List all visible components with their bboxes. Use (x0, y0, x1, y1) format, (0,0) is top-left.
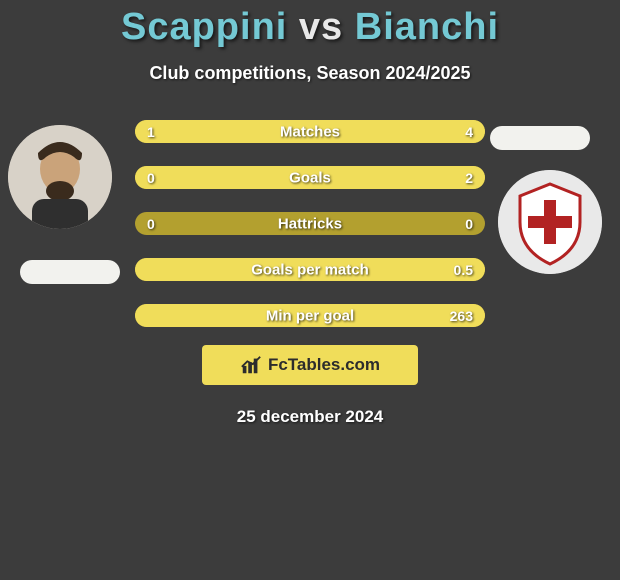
stat-row: 0.5Goals per match (135, 258, 485, 281)
brand-chart-icon (240, 354, 262, 376)
player2-avatar-svg (498, 170, 602, 274)
stat-row: 14Matches (135, 120, 485, 143)
player2-team-pill (490, 126, 590, 150)
stat-label: Goals (135, 169, 485, 186)
comparison-title: Scappini vs Bianchi (0, 0, 620, 49)
player1-avatar-svg (8, 125, 112, 229)
stat-row: 263Min per goal (135, 304, 485, 327)
stat-label: Min per goal (135, 307, 485, 324)
brand-box: FcTables.com (202, 345, 418, 385)
brand-text: FcTables.com (268, 355, 380, 375)
player1-team-pill (20, 260, 120, 284)
player2-name: Bianchi (355, 6, 499, 48)
stat-bars: 14Matches 02Goals 00Hattricks 0.5Goals per … (135, 112, 485, 327)
stat-label: Matches (135, 123, 485, 140)
player1-avatar (8, 125, 112, 229)
season-subtitle: Club competitions, Season 2024/2025 (0, 63, 620, 84)
player2-avatar (498, 170, 602, 274)
stat-row: 00Hattricks (135, 212, 485, 235)
stat-label: Hattricks (135, 215, 485, 232)
stat-label: Goals per match (135, 261, 485, 278)
stat-row: 02Goals (135, 166, 485, 189)
snapshot-date: 25 december 2024 (0, 407, 620, 427)
player1-name: Scappini (121, 6, 287, 48)
comparison-arena: 14Matches 02Goals 00Hattricks 0.5Goals per … (0, 112, 620, 327)
vs-word: vs (299, 6, 343, 48)
